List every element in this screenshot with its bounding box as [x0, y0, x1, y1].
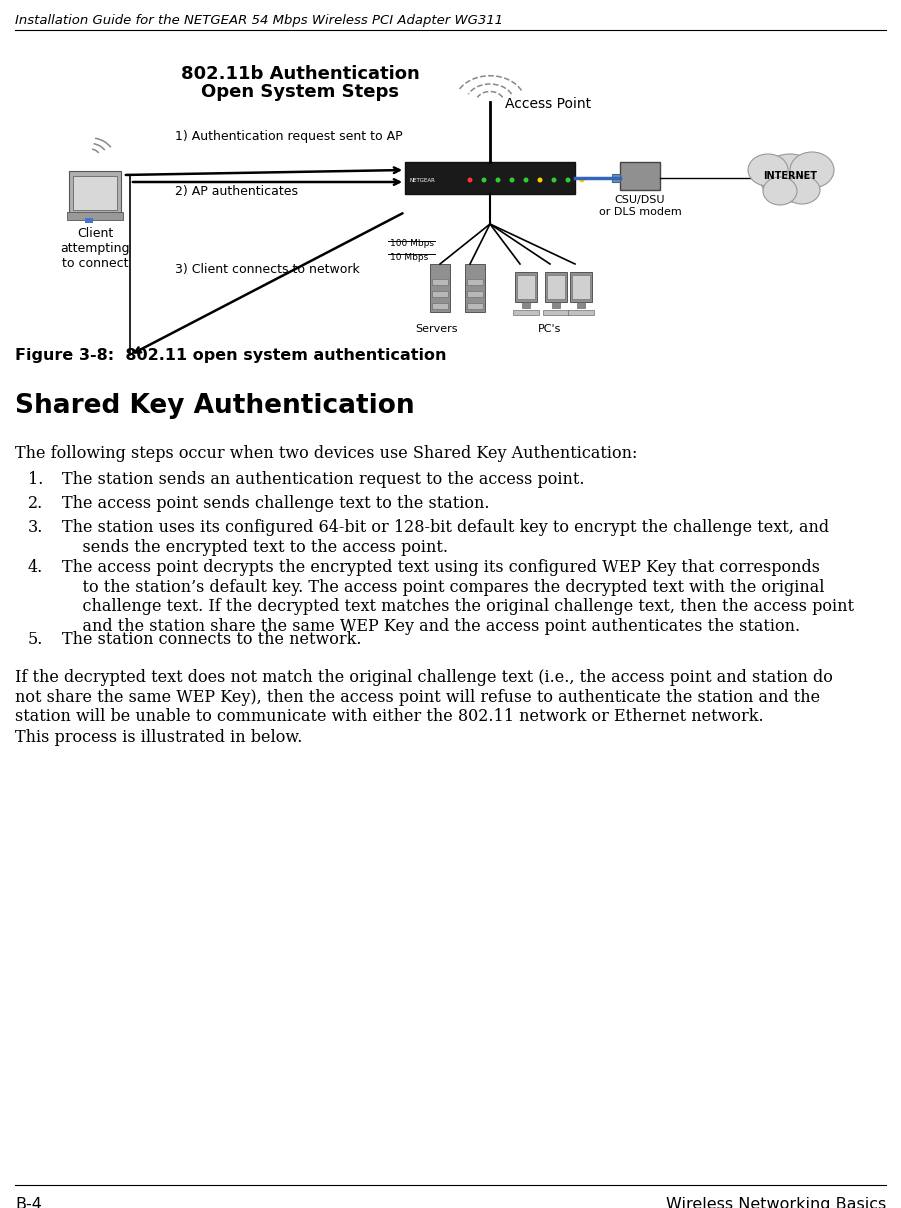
Bar	[69, 172, 121, 213]
Bar	[517, 275, 535, 300]
Text: INTERNET: INTERNET	[763, 172, 817, 181]
Bar	[67, 211, 123, 220]
Bar	[430, 265, 450, 312]
Text: This process is illustrated in below.: This process is illustrated in below.	[15, 728, 303, 747]
Text: PC's: PC's	[538, 324, 561, 333]
Bar	[73, 176, 117, 210]
Text: 2) AP authenticates: 2) AP authenticates	[175, 185, 298, 198]
Circle shape	[468, 178, 472, 182]
Circle shape	[509, 178, 514, 182]
Text: Figure 3-8:  802.11 open system authentication: Figure 3-8: 802.11 open system authentic…	[15, 348, 447, 362]
Text: If the decrypted text does not match the original challenge text (i.e., the acce: If the decrypted text does not match the…	[15, 669, 833, 725]
Circle shape	[551, 178, 557, 182]
Text: CSU/DSU
or DLS modem: CSU/DSU or DLS modem	[598, 194, 681, 216]
Bar	[465, 265, 485, 312]
Text: The following steps occur when two devices use Shared Key Authentication:: The following steps occur when two devic…	[15, 445, 637, 461]
Text: Client
attempting
to connect: Client attempting to connect	[60, 227, 130, 271]
Text: Servers: Servers	[415, 324, 459, 333]
Bar	[467, 291, 483, 297]
Bar	[577, 302, 585, 308]
Ellipse shape	[748, 153, 788, 186]
Circle shape	[579, 178, 585, 182]
Bar	[568, 310, 594, 315]
Bar	[513, 310, 539, 315]
Text: 1.: 1.	[28, 471, 43, 488]
Bar	[543, 310, 569, 315]
Text: 10 Mbps: 10 Mbps	[390, 252, 428, 261]
Bar	[432, 279, 448, 285]
Ellipse shape	[763, 178, 797, 205]
Bar	[547, 275, 565, 300]
Circle shape	[496, 178, 500, 182]
Text: The access point sends challenge text to the station.: The access point sends challenge text to…	[62, 495, 489, 512]
Text: 2.: 2.	[28, 495, 43, 512]
Text: The station sends an authentication request to the access point.: The station sends an authentication requ…	[62, 471, 585, 488]
Text: The access point decrypts the encrypted text using its configured WEP Key that c: The access point decrypts the encrypted …	[62, 559, 854, 634]
Bar	[612, 174, 620, 182]
Text: The station uses its configured 64-bit or 128-bit default key to encrypt the cha: The station uses its configured 64-bit o…	[62, 519, 829, 556]
Text: Wireless Networking Basics: Wireless Networking Basics	[666, 1197, 886, 1208]
Circle shape	[566, 178, 570, 182]
Ellipse shape	[790, 152, 834, 188]
Bar	[570, 272, 592, 302]
Bar	[515, 272, 537, 302]
Bar	[545, 272, 567, 302]
Text: Installation Guide for the NETGEAR 54 Mbps Wireless PCI Adapter WG311: Installation Guide for the NETGEAR 54 Mb…	[15, 14, 503, 27]
Bar	[572, 275, 590, 300]
Text: 5.: 5.	[28, 631, 43, 647]
Bar	[432, 303, 448, 309]
Bar	[467, 279, 483, 285]
Text: Access Point: Access Point	[505, 97, 591, 111]
Text: 100 Mbps: 100 Mbps	[390, 239, 434, 249]
Bar	[405, 162, 575, 194]
Circle shape	[538, 178, 542, 182]
Text: 802.11b Authentication: 802.11b Authentication	[180, 65, 419, 83]
Text: 4.: 4.	[28, 559, 43, 576]
Text: 3) Client connects to network: 3) Client connects to network	[175, 263, 359, 275]
Circle shape	[481, 178, 487, 182]
Bar	[620, 162, 660, 190]
Text: The station connects to the network.: The station connects to the network.	[62, 631, 361, 647]
Text: 3.: 3.	[28, 519, 43, 536]
Text: Shared Key Authentication: Shared Key Authentication	[15, 393, 414, 419]
Ellipse shape	[760, 153, 820, 202]
Ellipse shape	[784, 176, 820, 204]
Bar	[467, 303, 483, 309]
Text: Open System Steps: Open System Steps	[201, 83, 399, 101]
Bar	[522, 302, 530, 308]
Bar	[85, 217, 93, 223]
Bar	[552, 302, 560, 308]
Text: 1) Authentication request sent to AP: 1) Authentication request sent to AP	[175, 130, 403, 143]
Text: B-4: B-4	[15, 1197, 41, 1208]
Circle shape	[523, 178, 529, 182]
Bar	[432, 291, 448, 297]
Text: NETGEAR: NETGEAR	[410, 178, 436, 182]
